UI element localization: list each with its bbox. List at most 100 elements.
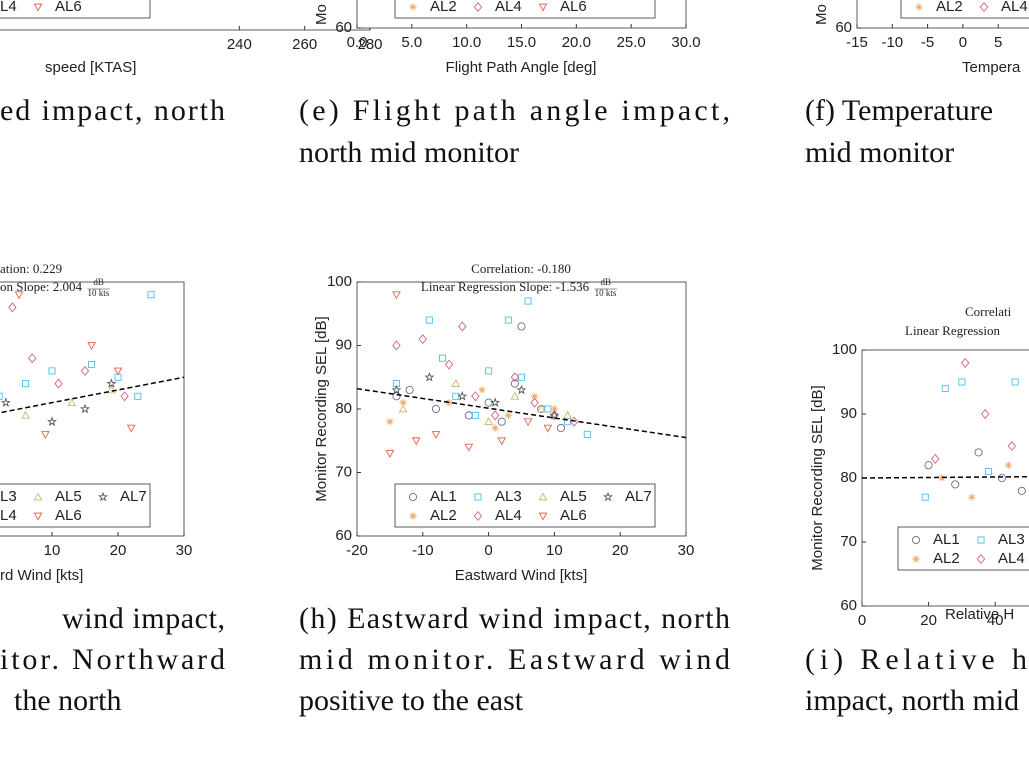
y-tick-label: 60 — [335, 19, 352, 36]
marker — [80, 365, 90, 376]
marker — [490, 397, 501, 407]
marker — [510, 372, 520, 383]
marker — [924, 461, 933, 470]
marker — [444, 359, 454, 370]
legend-label: AL6 — [560, 507, 587, 524]
legend-label: AL1 — [933, 531, 960, 548]
marker — [8, 302, 17, 313]
chart-subtitle: Linear Regression Slope: -1.536 — [421, 279, 590, 294]
marker — [46, 416, 58, 426]
scatter-chart: 0.0 5.0 10.0 15.0 20.0 25.0 30.0 60 AL2 AL4 AL6 Fli… — [313, 0, 701, 76]
x-tick-label: -10 — [881, 34, 903, 51]
marker — [425, 316, 433, 324]
legend-label: AL4 — [1001, 0, 1028, 15]
marker — [1011, 378, 1019, 386]
marker — [79, 403, 91, 414]
figure-caption: (e) Flight path angle impact, — [299, 94, 730, 127]
marker — [0, 397, 11, 407]
marker — [439, 354, 447, 362]
legend-label: AL2 — [936, 0, 963, 15]
marker — [979, 1, 989, 13]
y-tick-label: 80 — [840, 469, 857, 486]
y-tick-label: 100 — [832, 341, 857, 358]
y-tick-label: 70 — [335, 463, 352, 480]
x-tick-label: 20.0 — [562, 34, 591, 51]
marker — [491, 424, 499, 432]
y-tick-label: 100 — [327, 273, 352, 290]
x-tick-label: 10.0 — [452, 34, 481, 51]
marker — [54, 378, 63, 389]
x-axis-label: Tempera — [962, 59, 1021, 76]
marker — [391, 384, 402, 395]
marker — [985, 468, 993, 476]
y-tick-label: 60 — [840, 597, 857, 614]
x-tick-label: 0.0 — [347, 34, 368, 51]
x-tick-label: -20 — [346, 542, 368, 559]
legend-label: AL3 — [0, 488, 17, 505]
marker — [976, 553, 986, 565]
unit-numerator: dB — [93, 277, 104, 287]
legend-label: AL5 — [55, 488, 82, 505]
marker — [997, 473, 1006, 483]
marker — [445, 399, 453, 407]
x-tick-label: 0 — [959, 34, 967, 51]
marker — [147, 291, 155, 299]
x-tick-label: 10 — [546, 542, 563, 559]
marker — [968, 493, 976, 501]
marker — [473, 510, 483, 522]
marker — [958, 378, 966, 386]
marker — [977, 536, 985, 544]
marker — [583, 430, 591, 438]
legend-label: AL4 — [495, 507, 522, 524]
scatter-chart: 10 20 30 AL3 AL4 AL5 AL6 AL7 rd Wind [kts] ation:… — [0, 261, 192, 584]
y-tick-label: 60 — [335, 527, 352, 544]
x-axis-label: Flight Path Angle [deg] — [446, 59, 597, 76]
marker — [385, 450, 395, 458]
marker — [431, 404, 441, 414]
marker — [107, 385, 116, 394]
marker — [474, 493, 482, 501]
marker — [424, 371, 435, 382]
figure-caption: (i) Relative h — [805, 643, 1027, 676]
marker — [392, 291, 401, 300]
marker — [538, 512, 548, 521]
y-tick-label: 80 — [335, 400, 352, 417]
legend-label: AL6 — [560, 0, 587, 15]
marker — [497, 437, 507, 446]
legend-label: AL3 — [495, 488, 522, 505]
marker — [911, 535, 921, 545]
marker — [22, 380, 30, 388]
legend-label: AL5 — [560, 488, 587, 505]
marker — [398, 404, 408, 413]
marker — [14, 291, 24, 300]
legend-label: AL6 — [55, 0, 82, 15]
y-tick-label: 90 — [335, 336, 352, 353]
marker — [550, 405, 558, 413]
marker — [538, 3, 548, 12]
marker — [0, 392, 3, 400]
legend-label: AL3 — [998, 531, 1025, 548]
figure-caption: positive to the east — [299, 684, 524, 717]
figure-caption: (f) Temperature — [805, 94, 993, 127]
marker — [981, 408, 990, 420]
chart-subtitle: Linear Regression — [905, 323, 1000, 338]
marker — [405, 385, 414, 395]
unit-denominator: 10 kts — [595, 288, 617, 298]
x-tick-label: 20 — [110, 542, 127, 559]
marker — [418, 334, 427, 345]
x-tick-label: -10 — [412, 542, 434, 559]
figure-caption: ed impact, north — [0, 94, 225, 127]
legend-label: AL2 — [933, 550, 960, 567]
x-tick-label: 0 — [858, 612, 866, 629]
marker — [411, 437, 421, 446]
legend-label: AL4 — [0, 507, 17, 524]
figure-caption: north mid monitor — [299, 136, 519, 169]
marker — [431, 431, 441, 439]
y-tick-label: 70 — [840, 533, 857, 550]
x-tick-label: 5 — [994, 34, 1002, 51]
marker — [48, 367, 56, 375]
figure-caption: wind impact, — [62, 602, 225, 635]
legend-box — [900, 0, 1029, 19]
marker — [484, 417, 493, 426]
marker — [464, 443, 474, 452]
